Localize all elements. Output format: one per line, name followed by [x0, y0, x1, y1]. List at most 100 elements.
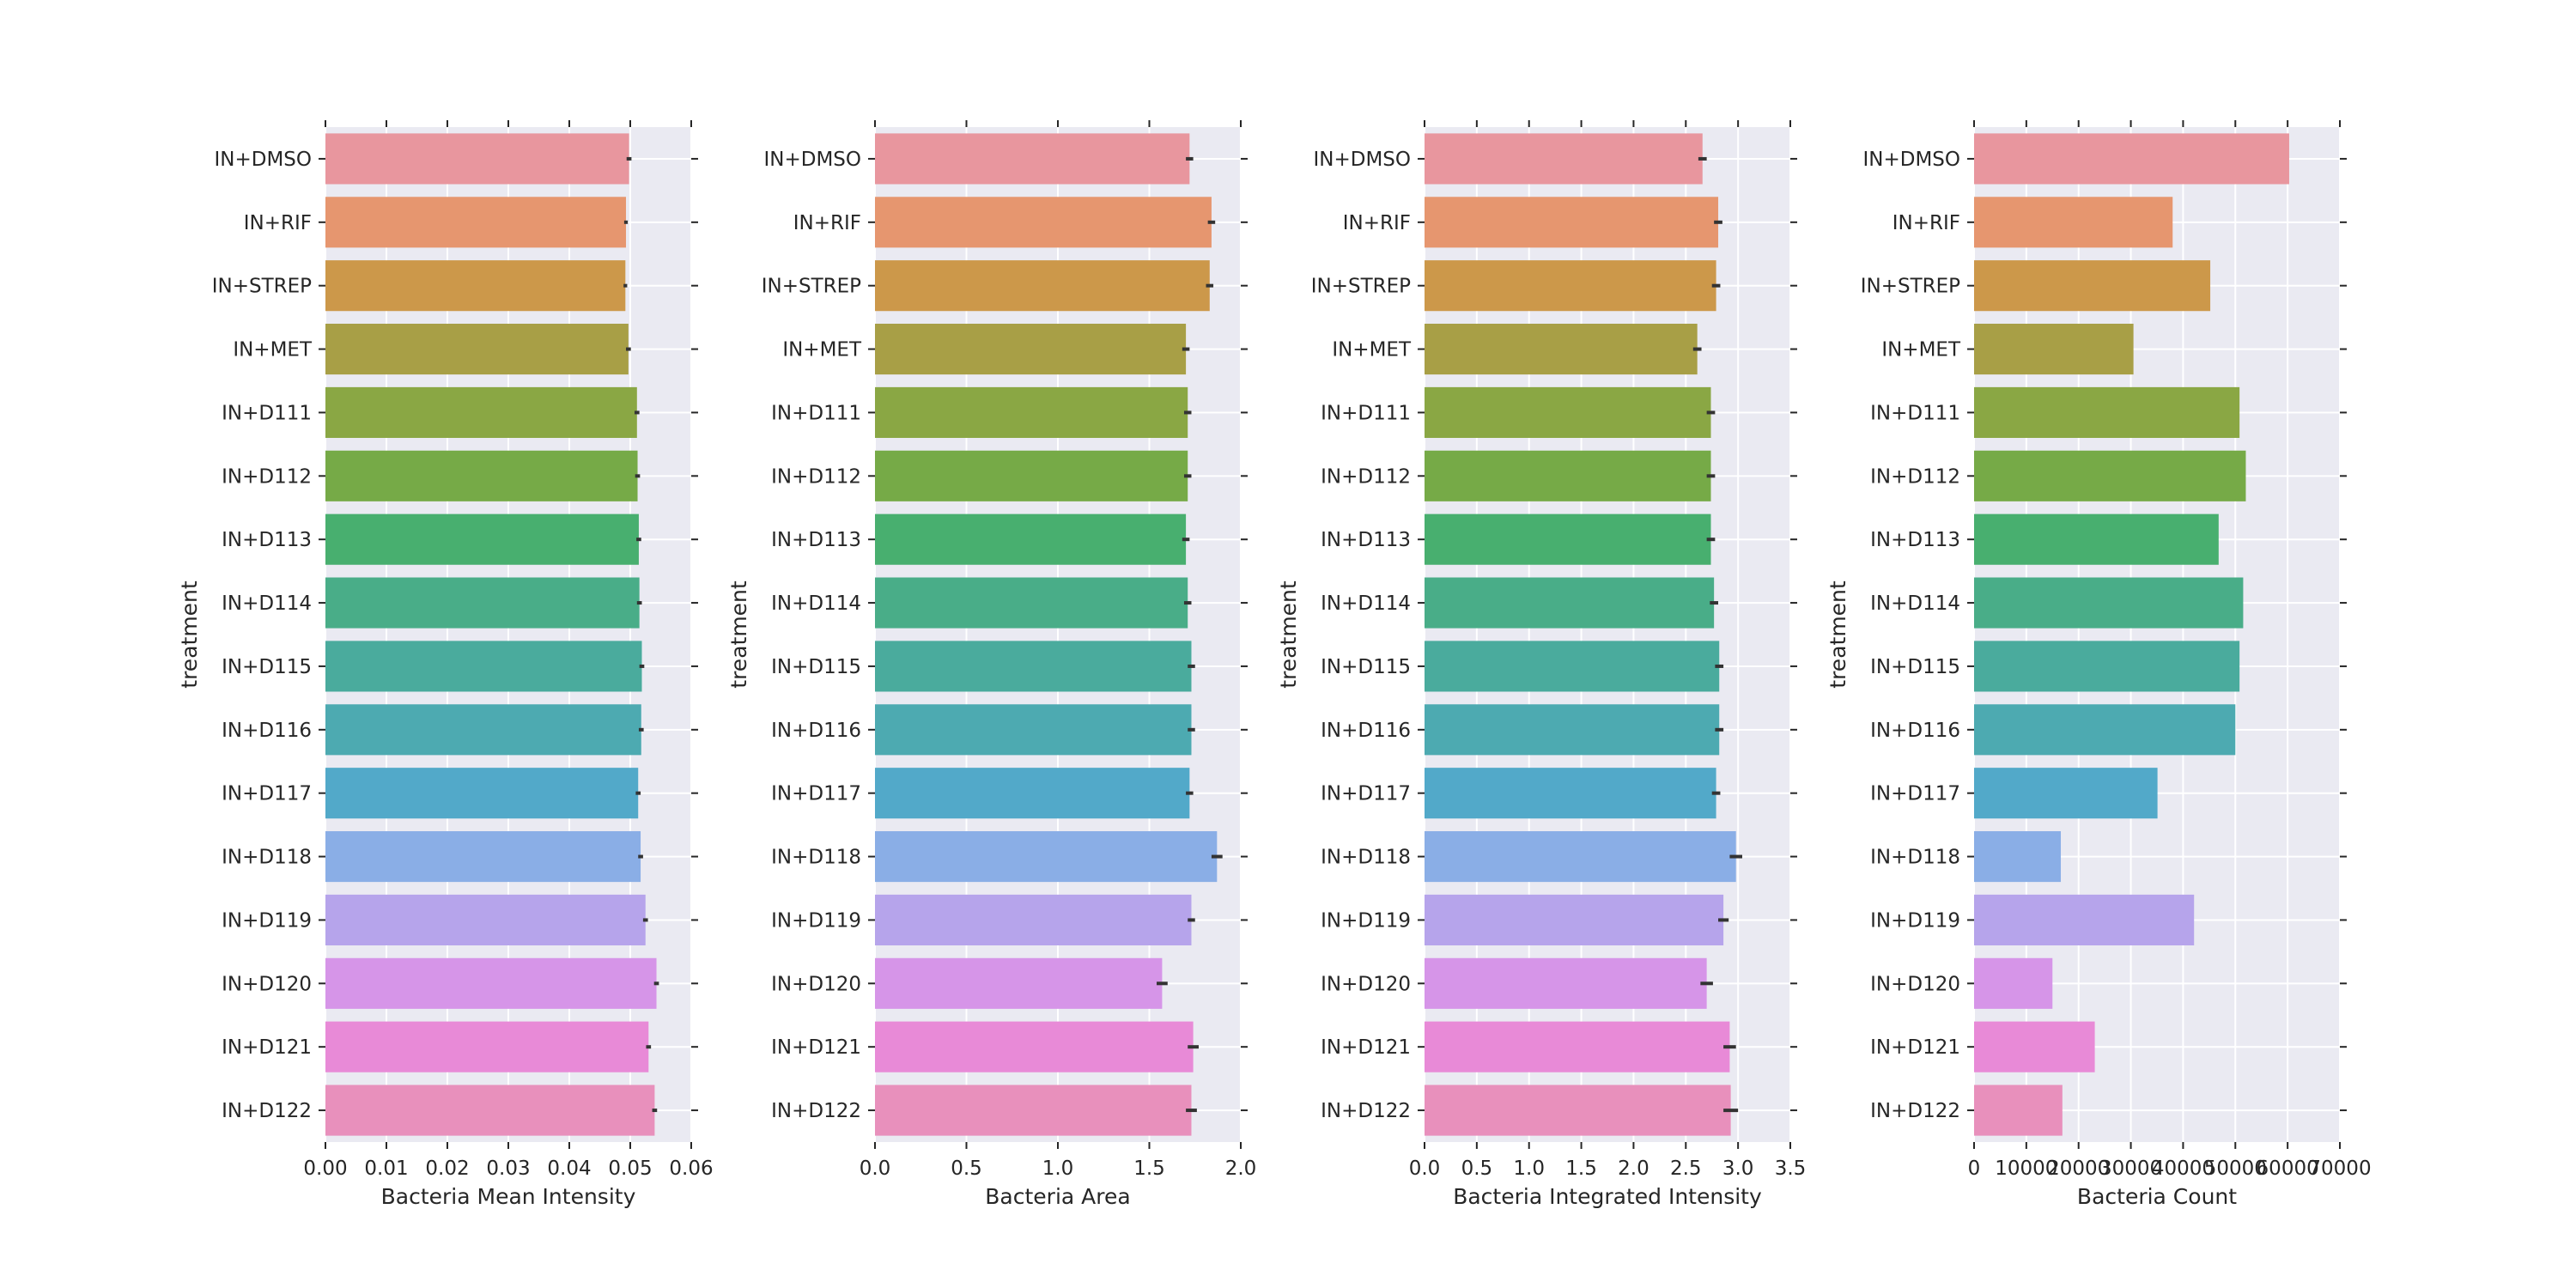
bar-in-d111	[1425, 386, 1711, 438]
x-tick-label: 1.5	[1133, 1157, 1165, 1180]
y-tick-label: IN+RIF	[1893, 212, 1960, 234]
bar-in-d119	[325, 894, 646, 945]
bar-in-strep	[325, 260, 626, 312]
y-tick-label: IN+D112	[1321, 465, 1411, 488]
x-tick-label: 0.06	[669, 1157, 713, 1180]
y-tick-label: IN+DMSO	[1313, 149, 1411, 171]
bar-in-d114	[875, 577, 1188, 629]
y-tick-label: IN+RIF	[244, 212, 312, 234]
bar-in-d120	[1974, 957, 2053, 1009]
bar-in-d121	[1974, 1021, 2095, 1072]
y-tick-label: IN+RIF	[1343, 212, 1411, 234]
bar-in-d114	[325, 577, 640, 629]
bar-in-d111	[1974, 386, 2240, 438]
y-tick-label: IN+D114	[1321, 592, 1411, 615]
bar-in-d120	[325, 957, 657, 1009]
y-tick-label: IN+STREP	[212, 276, 312, 298]
bar-in-d111	[875, 386, 1188, 438]
y-tick-label: IN+D120	[1321, 973, 1411, 995]
bar-in-d116	[1425, 704, 1720, 756]
y-tick-label: IN+D115	[1321, 656, 1411, 678]
bar-in-d114	[1425, 577, 1715, 629]
x-tick-label: 2.0	[1618, 1157, 1649, 1180]
bar-in-d115	[875, 641, 1192, 692]
x-tick-label: 0.03	[486, 1157, 530, 1180]
y-tick-label: IN+STREP	[1861, 276, 1960, 298]
bar-in-d112	[1425, 450, 1711, 501]
x-tick-label: 0.5	[1461, 1157, 1493, 1180]
y-tick-label: IN+D121	[1870, 1036, 1960, 1059]
y-tick-label: IN+MET	[1332, 339, 1412, 361]
y-tick-label: IN+D118	[771, 847, 861, 869]
bar-in-d122	[1425, 1084, 1731, 1136]
x-tick-label: 60000	[2257, 1157, 2319, 1180]
bar-in-d118	[1425, 831, 1736, 883]
y-tick-label: IN+D121	[771, 1036, 861, 1059]
bar-in-d121	[325, 1021, 649, 1072]
y-tick-label: IN+D119	[1321, 909, 1411, 932]
y-tick-label: IN+D111	[222, 402, 312, 424]
x-tick-label: 0.02	[425, 1157, 469, 1180]
y-axis-label: treatment	[726, 580, 751, 689]
chart-panel-mean-intensity: 0.00 0.01 0.02 0.03 0.04 0.05 0.06 IN+DMSO IN+RI…	[177, 120, 714, 1209]
bar-in-d121	[875, 1021, 1194, 1072]
x-tick-label: 30000	[2099, 1157, 2162, 1180]
x-tick-label: 20000	[2047, 1157, 2110, 1180]
y-tick-label: IN+D122	[1321, 1100, 1411, 1122]
bar-in-dmso	[325, 133, 629, 185]
y-tick-label: IN+STREP	[762, 276, 861, 298]
bar-in-strep	[875, 260, 1210, 312]
bar-in-d114	[1974, 577, 2244, 629]
y-tick-label: IN+D122	[1870, 1100, 1960, 1122]
y-tick-label: IN+D114	[1870, 592, 1960, 615]
bar-in-d120	[875, 957, 1163, 1009]
y-axis-label: treatment	[177, 580, 202, 689]
x-tick-label: 40000	[2152, 1157, 2215, 1180]
bar-in-d117	[1974, 768, 2158, 819]
y-axis-label: treatment	[1826, 580, 1850, 689]
y-tick-label: IN+STREP	[1311, 276, 1411, 298]
bar-in-d116	[325, 704, 641, 756]
bar-in-d118	[325, 831, 641, 883]
y-tick-label: IN+D120	[1870, 973, 1960, 995]
bar-in-d117	[875, 768, 1190, 819]
y-tick-label: IN+D115	[1870, 656, 1960, 678]
y-tick-label: IN+D116	[1870, 720, 1960, 742]
bar-in-dmso	[1974, 133, 2289, 185]
y-tick-label: IN+DMSO	[763, 149, 861, 171]
bar-in-met	[1425, 324, 1698, 375]
bar-in-d115	[1974, 641, 2240, 692]
bar-in-d117	[1425, 768, 1716, 819]
bar-in-d112	[875, 450, 1188, 501]
bar-in-d112	[325, 450, 638, 501]
x-tick-label: 0	[1968, 1157, 1981, 1180]
y-tick-label: IN+D112	[1870, 465, 1960, 488]
y-tick-label: IN+D113	[1870, 529, 1960, 551]
bar-in-d113	[1974, 513, 2219, 565]
y-tick-label: IN+DMSO	[214, 149, 312, 171]
chart-panel-area: 0.0 0.5 1.0 1.5 2.0 IN+DMSO IN+RIF IN+STREP IN+M…	[726, 120, 1256, 1209]
bar-in-d116	[875, 704, 1192, 756]
bar-in-d113	[325, 513, 639, 565]
y-tick-label: IN+DMSO	[1862, 149, 1960, 171]
bar-in-dmso	[1425, 133, 1703, 185]
bar-in-dmso	[875, 133, 1190, 185]
bar-in-d118	[1974, 831, 2062, 883]
y-tick-label: IN+D122	[222, 1100, 312, 1122]
bar-in-d116	[1974, 704, 2236, 756]
bar-in-d119	[1974, 894, 2195, 945]
y-tick-label: IN+D119	[771, 909, 861, 932]
y-tick-label: IN+D119	[1870, 909, 1960, 932]
y-tick-label: IN+MET	[782, 339, 862, 361]
y-tick-label: IN+D122	[771, 1100, 861, 1122]
y-tick-label: IN+D112	[771, 465, 861, 488]
bar-in-rif	[1425, 197, 1719, 248]
bar-in-d121	[1425, 1021, 1730, 1072]
y-tick-label: IN+D116	[771, 720, 861, 742]
bar-in-d117	[325, 768, 639, 819]
y-tick-label: IN+D121	[222, 1036, 312, 1059]
x-tick-label: 0.0	[860, 1157, 891, 1180]
bar-in-rif	[875, 197, 1212, 248]
bar-in-strep	[1425, 260, 1716, 312]
